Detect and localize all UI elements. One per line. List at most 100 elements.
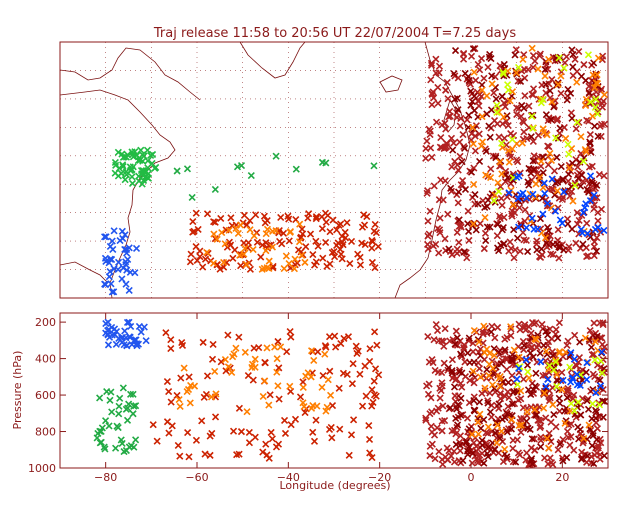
pressure-point — [553, 371, 561, 379]
pressure-point — [540, 341, 548, 349]
pressure-point — [453, 334, 461, 342]
map-point — [335, 221, 343, 229]
pressure-point — [201, 450, 209, 458]
map-point — [458, 158, 466, 166]
map-point — [586, 138, 594, 146]
pressure-point — [546, 325, 554, 333]
map-point — [525, 102, 533, 110]
map-point — [529, 190, 537, 198]
pressure-point — [450, 383, 459, 391]
map-point — [560, 188, 568, 196]
map-point — [542, 111, 550, 119]
pressure-point — [532, 369, 540, 377]
pressure-point — [456, 447, 464, 455]
map-point — [561, 59, 569, 67]
x-tick-label: −80 — [94, 471, 117, 484]
pressure-point — [108, 408, 116, 416]
pressure-point — [589, 429, 597, 437]
pressure-point — [567, 349, 575, 357]
pressure-point — [474, 430, 483, 438]
pressure-point — [504, 378, 512, 387]
map-point — [513, 234, 522, 242]
map-point — [528, 44, 536, 52]
map-point — [422, 154, 430, 162]
pressure-point — [344, 333, 353, 341]
pressure-point — [186, 399, 194, 407]
pressure-point — [463, 414, 472, 422]
map-point — [594, 54, 603, 62]
pressure-point — [542, 414, 550, 422]
pressure-point — [566, 441, 574, 449]
map-point — [347, 237, 356, 245]
map-point — [439, 196, 447, 204]
map-point — [272, 152, 280, 160]
map-point — [564, 140, 572, 148]
map-point — [461, 185, 470, 193]
pressure-point — [432, 320, 440, 329]
pressure-point — [259, 392, 267, 401]
map-point — [495, 133, 503, 141]
pressure-point — [578, 454, 586, 462]
pressure-point — [251, 355, 259, 363]
pressure-point — [120, 341, 128, 349]
map-point — [469, 45, 477, 53]
map-point — [374, 243, 382, 251]
map-point — [240, 239, 248, 247]
map-point — [563, 96, 571, 104]
map-point — [500, 60, 508, 69]
map-point — [477, 54, 486, 63]
map-point — [278, 240, 286, 248]
y-axis-label: Pressure (hPa) — [11, 351, 24, 430]
map-point — [250, 232, 258, 240]
map-point — [143, 146, 152, 154]
british-isles — [443, 99, 457, 133]
map-point — [436, 143, 444, 151]
pressure-point — [567, 400, 575, 408]
pressure-point — [474, 459, 482, 467]
map-point — [187, 250, 195, 258]
pressure-point — [208, 355, 217, 363]
map-point — [469, 220, 477, 228]
pressure-point — [427, 422, 435, 430]
pressure-point — [597, 382, 605, 390]
map-point — [519, 117, 527, 125]
map-point — [277, 213, 285, 222]
pressure-point — [555, 319, 564, 327]
map-point — [484, 196, 492, 204]
pressure-point — [469, 339, 477, 347]
map-point — [532, 180, 540, 188]
pressure-point — [495, 400, 503, 408]
pressure-point — [592, 389, 600, 397]
map-point — [116, 237, 124, 245]
pressure-point — [105, 326, 113, 334]
map-point — [498, 226, 506, 234]
pressure-point — [552, 330, 560, 338]
pressure-point — [503, 365, 511, 374]
pressure-point — [554, 446, 562, 454]
pressure-point — [102, 320, 110, 328]
map-point — [552, 134, 560, 142]
pressure-point — [438, 382, 446, 390]
map-point — [102, 233, 110, 241]
map-point — [573, 78, 581, 86]
map-point — [368, 236, 376, 245]
pressure-point — [468, 459, 476, 467]
map-point — [600, 91, 608, 99]
map-point — [210, 230, 218, 238]
pressure-point — [591, 356, 599, 364]
pressure-point — [321, 342, 329, 350]
map-point — [445, 113, 453, 121]
map-point — [536, 52, 544, 60]
pressure-point — [167, 344, 175, 353]
pressure-point — [490, 351, 498, 359]
map-point — [211, 185, 219, 193]
pressure-point — [578, 448, 586, 456]
map-point — [106, 242, 114, 251]
map-point — [518, 101, 526, 110]
pressure-point — [491, 429, 499, 437]
pressure-point — [190, 382, 199, 390]
map-point — [541, 190, 549, 198]
map-point — [592, 247, 601, 255]
map-point — [513, 110, 521, 119]
map-point — [565, 150, 573, 158]
